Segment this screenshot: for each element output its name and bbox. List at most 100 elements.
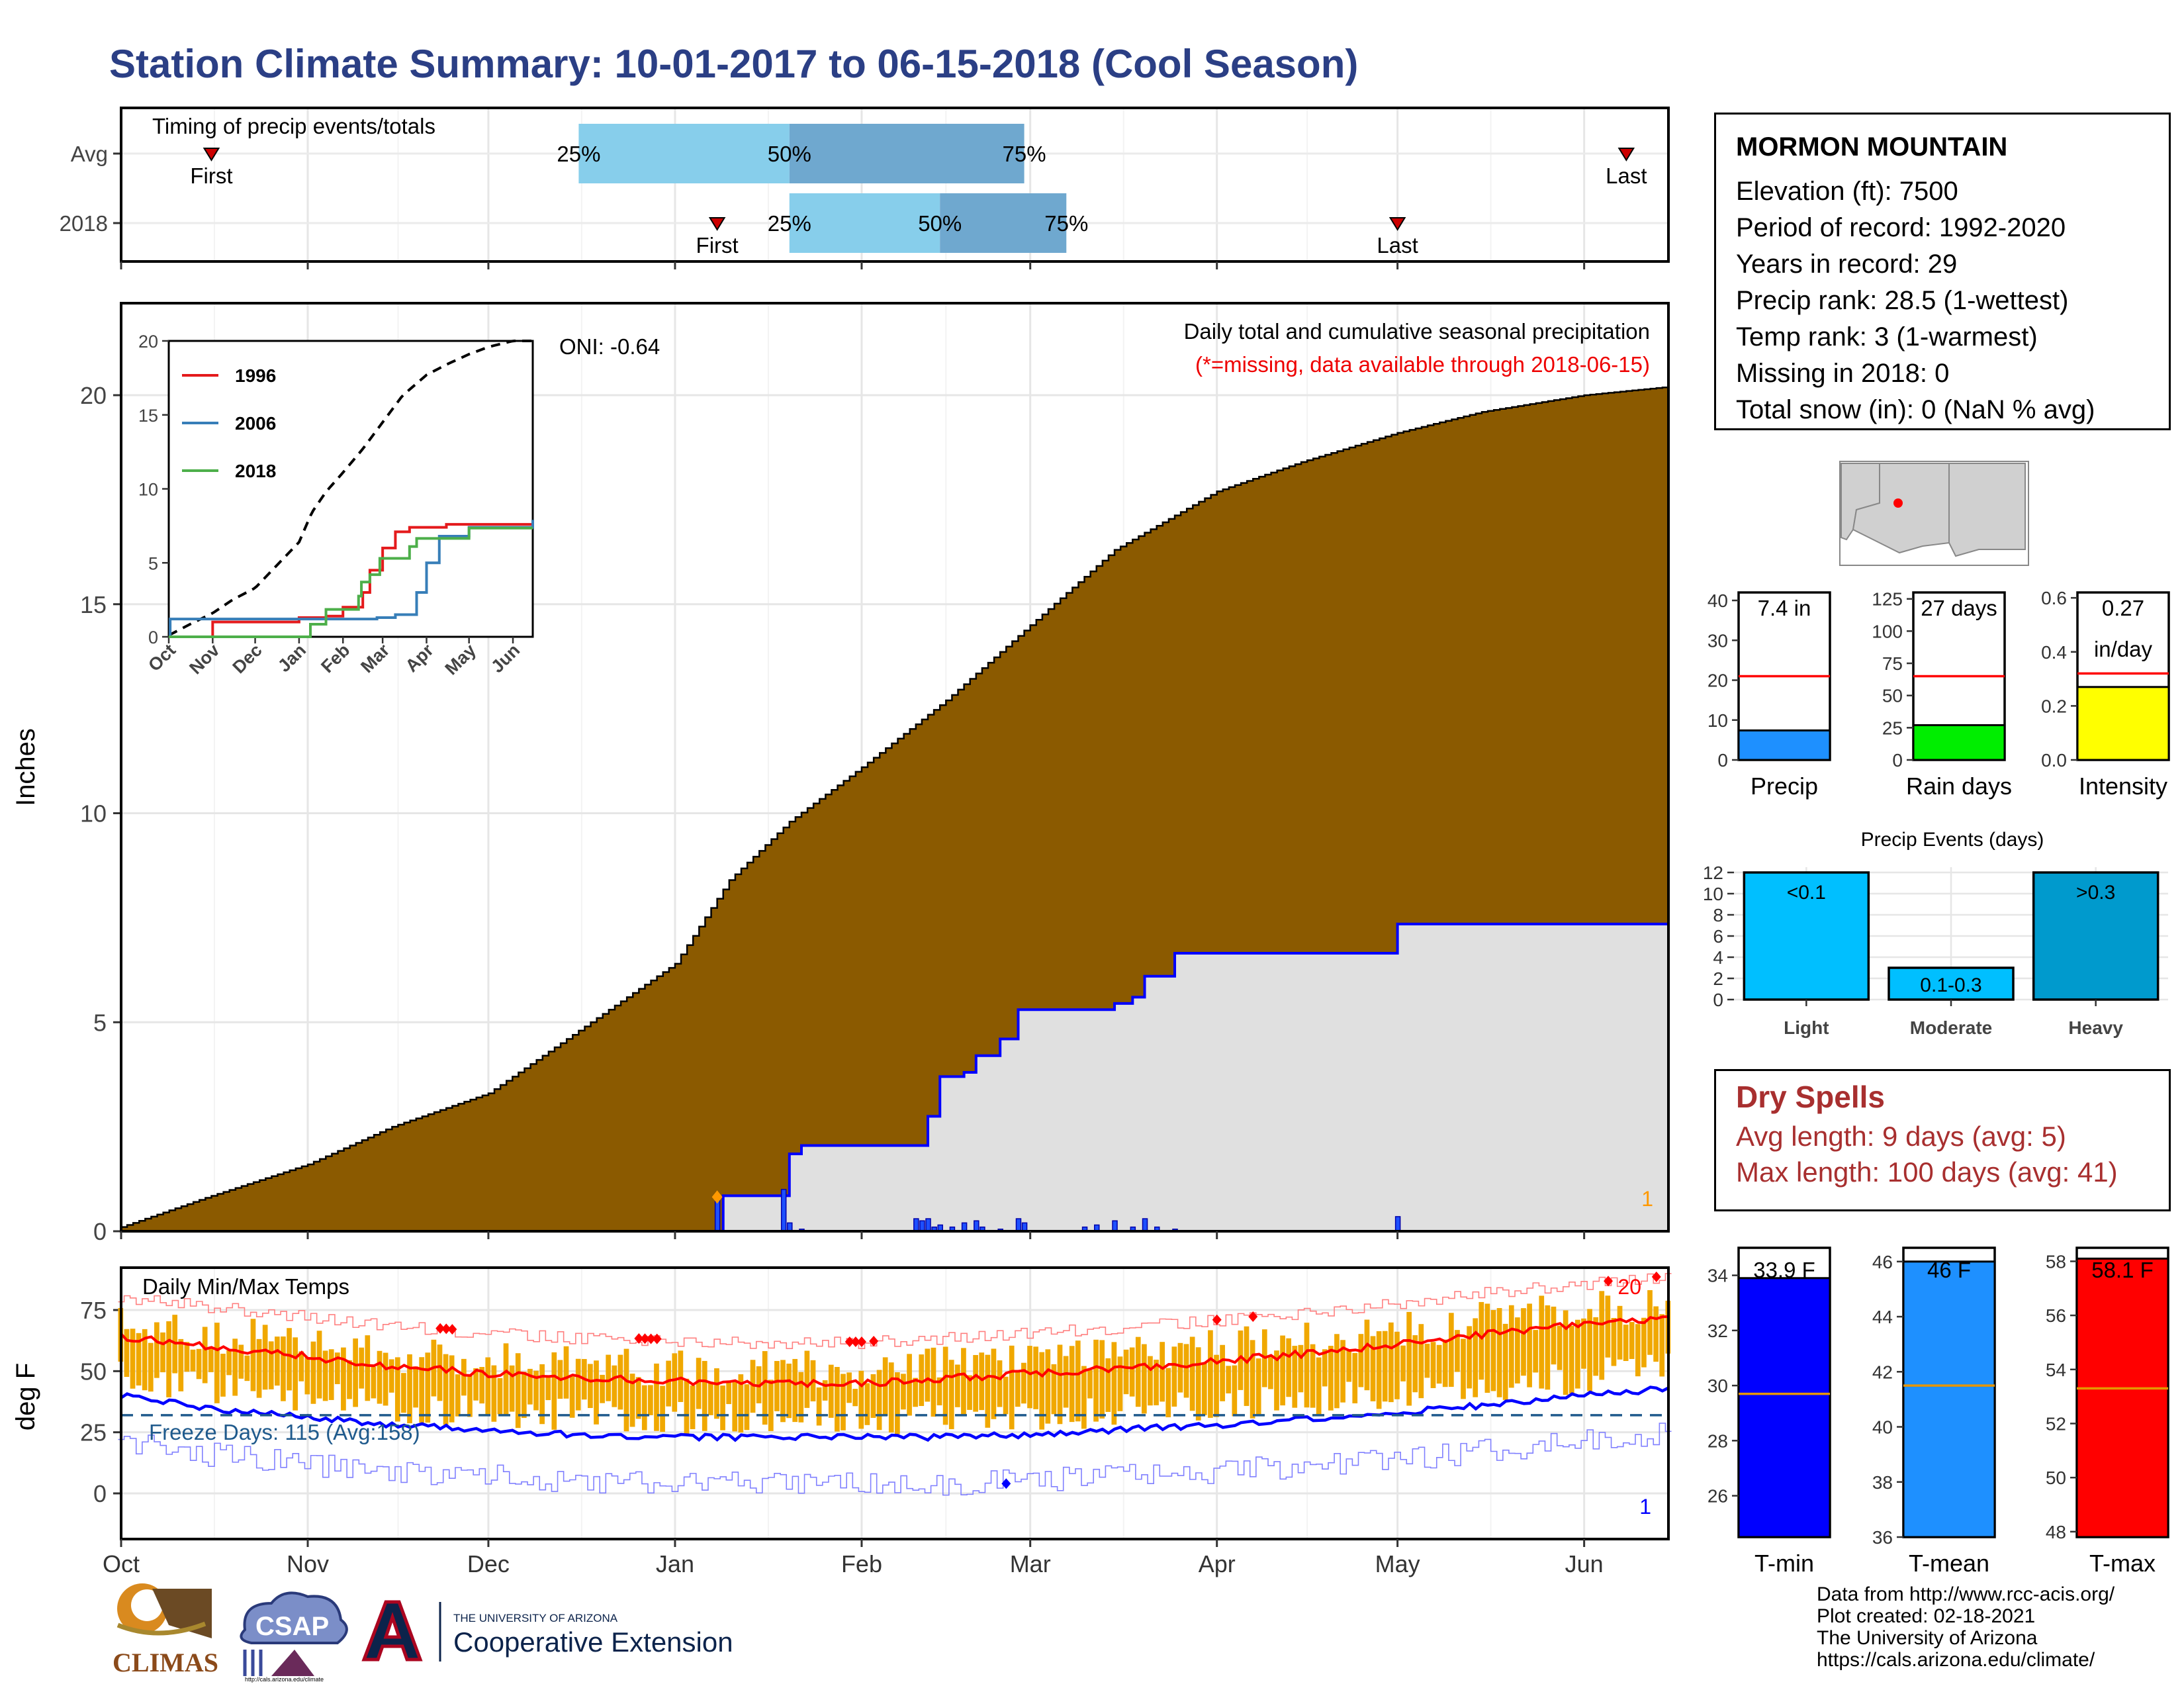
daily-temp-bar bbox=[666, 1360, 672, 1407]
daily-temp-bar bbox=[786, 1363, 792, 1419]
events-y-tick-label: 8 bbox=[1713, 905, 1723, 925]
inset-frame bbox=[167, 340, 534, 638]
daily-temp-bar bbox=[509, 1365, 515, 1412]
daily-temp-bar bbox=[1195, 1347, 1201, 1421]
quartile-bar-low bbox=[789, 193, 940, 253]
daily-temp-bar bbox=[1111, 1342, 1117, 1425]
daily-temp-bar bbox=[503, 1343, 509, 1415]
daily-temp-bar bbox=[606, 1354, 612, 1401]
daily-temp-bar bbox=[1455, 1330, 1460, 1372]
y-tick-label: 75 bbox=[80, 1297, 107, 1324]
x-tick-label: Dec bbox=[467, 1550, 510, 1577]
daily-temp-bar bbox=[1533, 1330, 1539, 1373]
daily-temp-bar bbox=[1406, 1311, 1412, 1406]
credit-line: https://cals.arizona.edu/climate/ bbox=[1817, 1649, 2095, 1671]
summary-y-tick-label: 25 bbox=[1882, 718, 1903, 738]
summary-y-tick-label: 75 bbox=[1882, 653, 1903, 674]
daily-temp-bar bbox=[461, 1358, 467, 1396]
record-high-marker bbox=[856, 1336, 866, 1348]
daily-temp-bar bbox=[985, 1354, 991, 1428]
daily-temp-bar bbox=[858, 1370, 864, 1429]
inset-series-line bbox=[169, 526, 533, 638]
daily-temp-bar bbox=[220, 1354, 226, 1397]
summary-axis-label: Intensity bbox=[2079, 773, 2167, 800]
events-y-tick-label: 12 bbox=[1703, 863, 1723, 883]
y-tick-label: 25 bbox=[80, 1419, 107, 1446]
daily-temp-bar bbox=[600, 1374, 605, 1403]
daily-temp-bar bbox=[1220, 1344, 1225, 1401]
summary-y-tick-label: 42 bbox=[1872, 1362, 1893, 1382]
events-y-tick-label: 4 bbox=[1713, 947, 1723, 968]
daily-temp-bar bbox=[304, 1357, 310, 1395]
daily-temp-bar bbox=[1376, 1331, 1382, 1409]
plot-frame bbox=[120, 107, 1670, 263]
summary-axis-label: Rain days bbox=[1906, 773, 2012, 800]
daily-temp-bar bbox=[334, 1352, 340, 1384]
tmax-avg-line bbox=[120, 1315, 1669, 1389]
event-marker-label: First bbox=[696, 233, 739, 258]
daily-temp-bar bbox=[690, 1385, 696, 1429]
daily-temp-bar bbox=[1629, 1322, 1635, 1359]
daily-temp-bar bbox=[569, 1376, 575, 1418]
events-x-tick-label: Heavy bbox=[2068, 1017, 2123, 1038]
daily-temp-bar bbox=[1105, 1358, 1111, 1412]
daily-temp-bar bbox=[1039, 1352, 1045, 1430]
inset-y-tick-label: 0 bbox=[148, 628, 158, 647]
daily-temp-bar bbox=[226, 1350, 232, 1376]
events-x-tick-label: Light bbox=[1784, 1017, 1829, 1038]
event-bar-label: >0.3 bbox=[2076, 882, 2115, 904]
daily-temp-bar bbox=[942, 1346, 948, 1425]
daily-temp-bar bbox=[991, 1348, 997, 1419]
daily-temp-bar bbox=[1334, 1334, 1340, 1409]
daily-temp-bar bbox=[238, 1344, 244, 1379]
daily-temp-bar bbox=[341, 1347, 346, 1411]
daily-temp-bar bbox=[1430, 1342, 1436, 1388]
daily-temp-bar bbox=[1201, 1362, 1207, 1415]
summary-axis-label: T-mean bbox=[1909, 1550, 1989, 1577]
summary-axis-label: Precip bbox=[1751, 773, 1818, 800]
daily-temp-bar bbox=[936, 1377, 942, 1405]
daily-temp-bar bbox=[551, 1352, 557, 1430]
daily-temp-bar bbox=[1400, 1345, 1406, 1382]
station-line: Elevation (ft): 7500 bbox=[1736, 177, 1958, 206]
events-y-tick-label: 0 bbox=[1713, 990, 1723, 1010]
dry-spells-box: Dry Spells Avg length: 9 days (avg: 5) M… bbox=[1714, 1069, 2171, 1211]
daily-temp-bar bbox=[388, 1359, 394, 1393]
daily-temp-bar bbox=[738, 1374, 744, 1433]
daily-temp-bar bbox=[1575, 1319, 1580, 1389]
daily-temp-bar bbox=[322, 1350, 328, 1401]
x-tick-label: May bbox=[1375, 1550, 1420, 1577]
daily-temp-bar bbox=[792, 1358, 798, 1423]
daily-temp-bar bbox=[629, 1374, 635, 1427]
daily-temp-bar bbox=[654, 1363, 659, 1431]
daily-temp-bar bbox=[401, 1373, 406, 1413]
daily-temp-bar bbox=[1496, 1308, 1502, 1397]
daily-temp-bar bbox=[160, 1332, 165, 1373]
daily-temp-bar bbox=[1087, 1370, 1093, 1399]
inset-avg-line bbox=[168, 340, 531, 637]
daily-temp-bar bbox=[1310, 1344, 1316, 1408]
daily-temp-bar bbox=[925, 1348, 931, 1402]
daily-temp-bar bbox=[413, 1366, 418, 1408]
daily-temp-bar bbox=[1274, 1350, 1279, 1411]
daily-temp-bar bbox=[1605, 1295, 1611, 1358]
daily-temp-bar bbox=[1160, 1342, 1165, 1402]
summary-axis-label: T-min bbox=[1754, 1550, 1814, 1577]
legend-label: 2006 bbox=[235, 413, 276, 434]
x-tick-label: Feb bbox=[841, 1550, 882, 1577]
daily-temp-bar bbox=[1557, 1325, 1563, 1370]
summary-y-tick-label: 40 bbox=[1707, 590, 1728, 611]
plot-frame bbox=[120, 302, 1670, 1233]
daily-temp-bar bbox=[774, 1360, 780, 1411]
daily-temp-bar bbox=[425, 1352, 431, 1423]
daily-temp-bar bbox=[154, 1322, 159, 1378]
daily-temp-bar bbox=[876, 1370, 882, 1430]
climas-logo: CLIMAS bbox=[113, 1583, 218, 1677]
daily-temp-bar bbox=[864, 1383, 870, 1425]
daily-temp-bar bbox=[979, 1352, 985, 1411]
summary-bar bbox=[1902, 1260, 1996, 1538]
daily-temp-bar bbox=[1081, 1366, 1087, 1429]
daily-temp-bar bbox=[1527, 1303, 1532, 1387]
daily-temp-bar bbox=[1057, 1344, 1063, 1425]
daily-temp-bar bbox=[371, 1366, 377, 1399]
